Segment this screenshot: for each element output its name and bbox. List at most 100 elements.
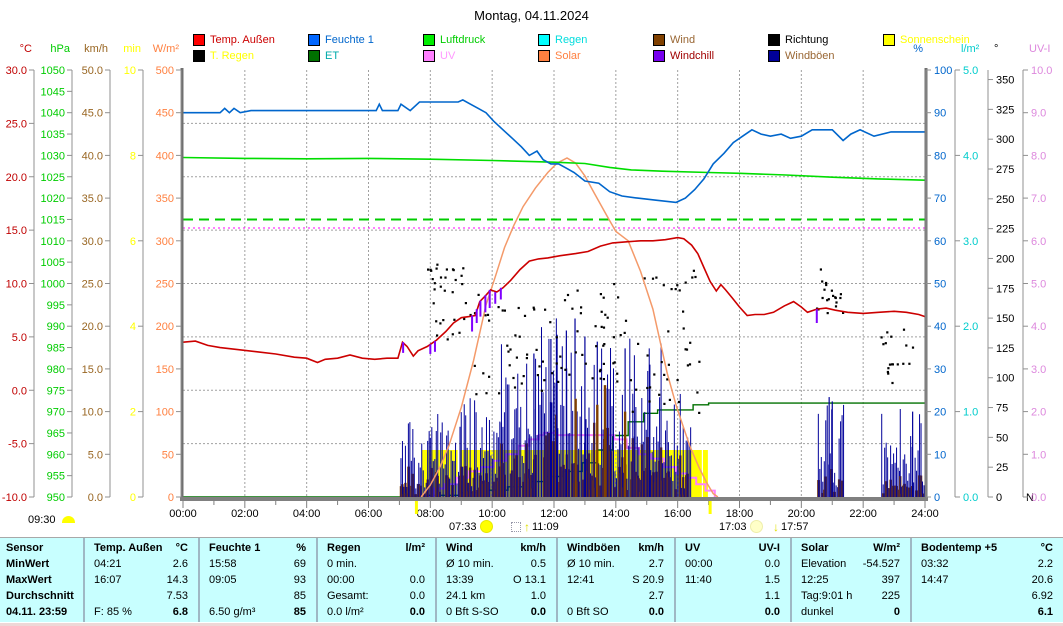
direction-dot: [533, 308, 536, 311]
axis-tick-label: 2.0: [963, 321, 978, 333]
axis-tick-label: 0.0: [12, 385, 27, 397]
axis-unit-label: UV-I: [1029, 43, 1050, 55]
direction-dot: [584, 362, 587, 365]
direction-dot: [566, 293, 570, 297]
table-cell-value: 6.92: [1031, 590, 1053, 602]
direction-dot: [477, 293, 480, 296]
direction-dot: [461, 283, 464, 286]
axis-tick-label: 50: [996, 432, 1008, 444]
axis-tick-label: 1045: [41, 86, 65, 98]
table-cell-value: 85: [293, 590, 306, 602]
table-column: Regen l/m² 0 min. 00:00 0.0 Gesamt: 0.0 0.0 l/m…: [318, 538, 437, 622]
table-cell-value: 1.5: [764, 574, 780, 586]
direction-dot: [896, 363, 899, 366]
table-header-row: Bodentemp +5 °C: [912, 540, 1063, 556]
table-header-unit: km/h: [520, 542, 546, 554]
direction-dot: [563, 299, 567, 302]
axis-tick-label: 1050: [41, 65, 65, 77]
direction-dot: [497, 306, 500, 309]
axis-tick-label: 40: [934, 321, 946, 333]
table-header-name: Bodentemp +5: [921, 542, 998, 554]
table-row: Tag:9:01 h 225: [792, 588, 910, 604]
axis-tick-label: 30: [934, 364, 946, 376]
direction-dot: [667, 363, 670, 366]
x-axis-label: 04:00: [293, 508, 321, 520]
axis-tick-label: 15.0: [82, 364, 103, 376]
table-column: Windböen km/h Ø 10 min. 2.7 12:41 S 20.9 2.7 0 …: [558, 538, 676, 622]
table-column: Feuchte 1% 15:58 69 09:05 93 85 6.50 g/m³ 85: [200, 538, 318, 622]
direction-dot: [574, 351, 577, 354]
legend-item: Solar: [538, 49, 581, 63]
axis-tick-label: 70: [934, 193, 946, 205]
axis-unit-label: l/m²: [961, 43, 980, 55]
table-row: 16:07 14.3: [85, 572, 198, 588]
direction-dot: [507, 350, 510, 353]
x-axis-label: 08:00: [417, 508, 445, 520]
axis-tick-label: 0: [130, 492, 136, 504]
direction-dot: [436, 334, 439, 337]
direction-dot: [613, 361, 616, 364]
table-cell-label: Durchschnitt: [6, 590, 74, 602]
axis-tick-label: 250: [156, 279, 174, 291]
direction-dot: [551, 372, 554, 375]
table-row: 1.1: [676, 588, 790, 604]
axis-tick-label: 275: [996, 164, 1014, 176]
axis-tick-label: 175: [996, 283, 1014, 295]
sun-dome-icon: [61, 516, 75, 523]
table-row: 14:47 20.6: [912, 572, 1063, 588]
direction-dot: [617, 296, 620, 299]
sunset-time: 17:03: [719, 520, 747, 533]
table-column: Temp. Außen °C 04:21 2.6 16:07 14.3 7.53 F: 85 …: [85, 538, 200, 622]
table-row: MaxWert: [0, 572, 83, 588]
axis-tick-label: 4.0: [963, 150, 978, 162]
table-header-name: Solar: [801, 542, 829, 554]
table-cell-label: MinWert: [6, 558, 50, 570]
axis-tick-label: 995: [47, 300, 65, 312]
table-row: 0 Bft S-SO 0.0: [437, 604, 556, 620]
table-row: 2.7: [558, 588, 674, 604]
legend-item: Wind: [653, 33, 695, 47]
series-temp: [182, 236, 926, 364]
direction-dot: [606, 316, 609, 319]
direction-dot: [464, 302, 467, 305]
legend-swatch-icon: [193, 34, 205, 46]
table-cell-value: 0.0: [530, 606, 546, 618]
direction-dot: [439, 285, 442, 288]
legend-swatch-icon: [883, 34, 895, 46]
axis-tick-label: 960: [47, 449, 65, 461]
table-cell-value: 0.0: [409, 606, 425, 618]
direction-dot: [635, 388, 638, 391]
axis-tick-label: 2.0: [1031, 407, 1046, 419]
axis-tick-label: 325: [996, 104, 1014, 116]
legend-item: Sonnenschein: [883, 33, 970, 47]
direction-dot: [462, 267, 465, 270]
direction-dot: [549, 321, 552, 324]
table-cell-label: 14:47: [921, 574, 949, 586]
direction-dot: [692, 269, 695, 272]
direction-dot: [580, 306, 583, 309]
direction-dot: [667, 330, 670, 333]
direction-dot: [579, 312, 582, 315]
axis-north-label: N: [1026, 492, 1034, 504]
table-row: Ø 10 min. 0.5: [437, 556, 556, 572]
table-row: 0 min.: [318, 556, 435, 572]
direction-dot: [501, 309, 504, 312]
chart-title: Montag, 04.11.2024: [474, 8, 589, 23]
direction-dot: [498, 392, 501, 395]
direction-dot: [473, 364, 476, 367]
axis-tick-label: 300: [996, 134, 1014, 146]
direction-dot: [484, 314, 487, 317]
table-sensor-column: Sensor MinWert MaxWert Durchschnitt 04.11. 2…: [0, 538, 85, 622]
axis-tick-label: 2: [130, 407, 136, 419]
direction-dot: [435, 320, 438, 323]
table-header-unit: UV-I: [758, 542, 780, 554]
direction-dot: [819, 268, 822, 271]
table-cell-value: 0.5: [530, 558, 546, 570]
axis-tick-label: 10.0: [82, 407, 103, 419]
axis-tick-label: 8: [130, 150, 136, 162]
table-header-unit: km/h: [638, 542, 664, 554]
table-cell-label: F: 85 %: [94, 606, 132, 618]
axis-tick-label: 950: [47, 492, 65, 504]
window-bottom-strip: [0, 622, 1063, 626]
direction-dot: [666, 378, 669, 381]
